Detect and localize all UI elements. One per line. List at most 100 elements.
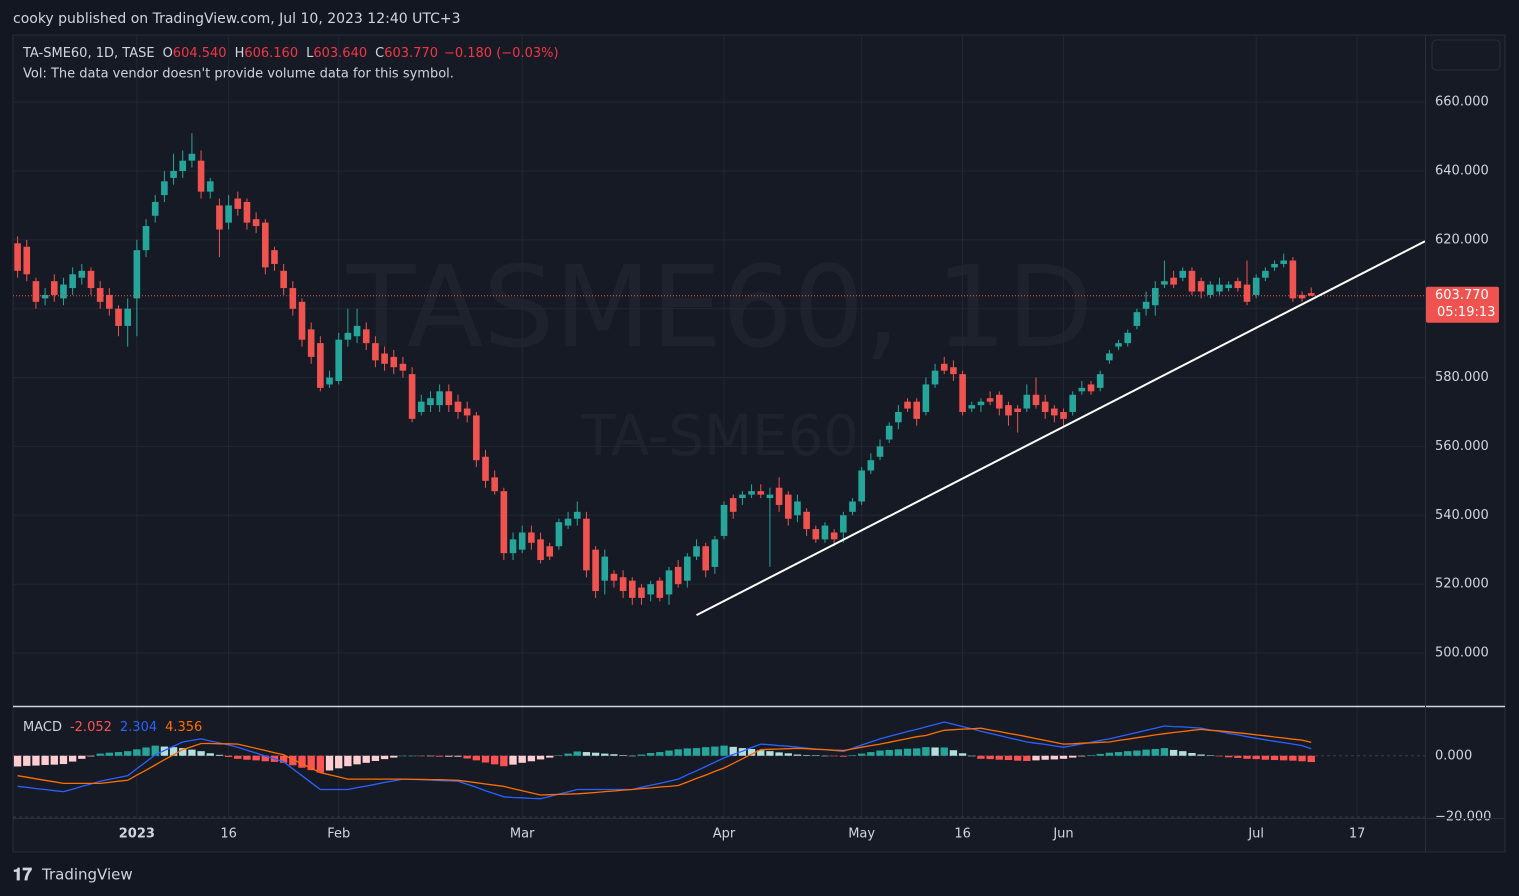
macd-histogram-bar: [747, 749, 756, 756]
candle-body: [757, 491, 765, 495]
macd-histogram-bar: [142, 747, 150, 756]
candle-body: [142, 226, 150, 251]
macd-histogram-bar: [848, 755, 857, 756]
candle-body: [950, 367, 957, 375]
candle-body: [87, 270, 95, 289]
macd-histogram-bar: [169, 747, 178, 756]
macd-histogram-bar: [1215, 755, 1224, 757]
candle-body: [78, 270, 86, 278]
macd-histogram-bar: [463, 755, 471, 759]
candle-body: [729, 498, 737, 512]
candle-body: [298, 301, 306, 340]
macd-histogram-bar: [243, 755, 251, 760]
x-tick-label: Feb: [327, 827, 350, 842]
x-tick-label: Mar: [510, 827, 535, 842]
candle-body: [509, 539, 517, 554]
candle-body: [821, 525, 829, 540]
macd-histogram-bar: [206, 753, 214, 756]
candle-body: [32, 281, 40, 302]
candle-body: [188, 153, 196, 161]
candle-body: [931, 370, 939, 385]
ohlc-value: 603.770: [384, 46, 438, 61]
candle-body: [1051, 408, 1058, 416]
macd-histogram-bar: [968, 755, 976, 757]
x-tick-label: 16: [954, 827, 971, 842]
candle-body: [555, 522, 563, 547]
candle-body: [133, 250, 141, 299]
candle-body: [1069, 394, 1076, 412]
y-tick-label: 620.000: [1435, 232, 1489, 247]
macd-histogram-bar: [481, 755, 490, 763]
candle-body: [60, 284, 67, 299]
candle-body: [243, 201, 251, 223]
macd-histogram-bar: [23, 755, 31, 766]
candle-body: [344, 332, 352, 340]
macd-histogram-bar: [353, 755, 361, 765]
volume-note: Vol: The data vendor doesn't provide vol…: [23, 67, 454, 82]
macd-histogram-bar: [1078, 755, 1086, 757]
macd-histogram-bar: [509, 755, 517, 765]
candle-body: [1197, 281, 1205, 292]
macd-histogram-bar: [702, 747, 710, 756]
change: −0.180 (−0.03%): [444, 46, 559, 61]
candle-body: [583, 518, 590, 571]
macd-histogram-bar: [830, 755, 838, 757]
macd-histogram-bar: [234, 755, 242, 759]
candle-body: [610, 573, 618, 581]
macd-histogram-bar: [1124, 751, 1132, 756]
macd-histogram-bar: [802, 755, 811, 756]
candle-body: [14, 243, 21, 271]
candle-body: [1170, 277, 1177, 285]
candle-body: [1005, 405, 1012, 416]
macd-histogram-bar: [1114, 752, 1123, 756]
candle-body: [573, 511, 581, 519]
macd-histogram-bar: [555, 755, 563, 756]
macd-histogram-bar: [1270, 755, 1279, 761]
candle-body: [638, 587, 645, 598]
chart-button[interactable]: [1431, 39, 1501, 71]
publisher-line: cooky published on TradingView.com, Jul …: [13, 11, 460, 27]
macd-histogram-bar: [656, 752, 664, 756]
candle-body: [1060, 411, 1067, 419]
candle-body: [454, 401, 462, 412]
candle-body: [913, 401, 921, 419]
candle-body: [1106, 353, 1113, 361]
candle-body: [601, 556, 609, 581]
candle-body: [353, 325, 361, 337]
candle-body: [390, 356, 398, 368]
macd-histogram-bar: [13, 755, 22, 767]
macd-histogram-bar: [766, 751, 774, 756]
candle-body: [1032, 394, 1040, 406]
macd-histogram-bar: [500, 755, 508, 767]
symbol-line: TA-SME60, 1D, TASE: [22, 46, 155, 61]
macd-histogram-bar: [380, 755, 389, 760]
macd-histogram-bar: [279, 755, 288, 763]
x-tick-label: Jul: [1247, 827, 1264, 842]
macd-histogram-bar: [894, 749, 903, 756]
macd-histogram-bar: [1252, 755, 1260, 760]
candle-body: [41, 294, 49, 299]
candle-body: [1243, 284, 1251, 302]
macd-histogram-bar: [224, 755, 233, 757]
y-tick-label: 640.000: [1435, 163, 1489, 178]
macd-histogram-bar: [839, 755, 847, 757]
candle-body: [1014, 408, 1021, 412]
macd-histogram-bar: [1234, 755, 1242, 758]
macd-histogram-bar: [41, 755, 49, 765]
macd-histogram-bar: [775, 752, 783, 756]
macd-histogram-bar: [371, 755, 380, 761]
x-tick-label: Apr: [713, 827, 736, 842]
macd-histogram-bar: [1105, 752, 1114, 756]
candle-body: [106, 294, 113, 309]
candle-body: [537, 539, 544, 561]
candle-body: [1078, 387, 1086, 392]
macd-histogram-bar: [958, 753, 967, 756]
candle-body: [381, 353, 388, 364]
candle-body: [252, 219, 260, 227]
candle-body: [977, 401, 985, 406]
macd-histogram-bar: [78, 755, 86, 759]
macd-histogram-bar: [1307, 755, 1315, 763]
countdown: 05:19:13: [1437, 305, 1495, 320]
macd-histogram-bar: [977, 755, 985, 759]
